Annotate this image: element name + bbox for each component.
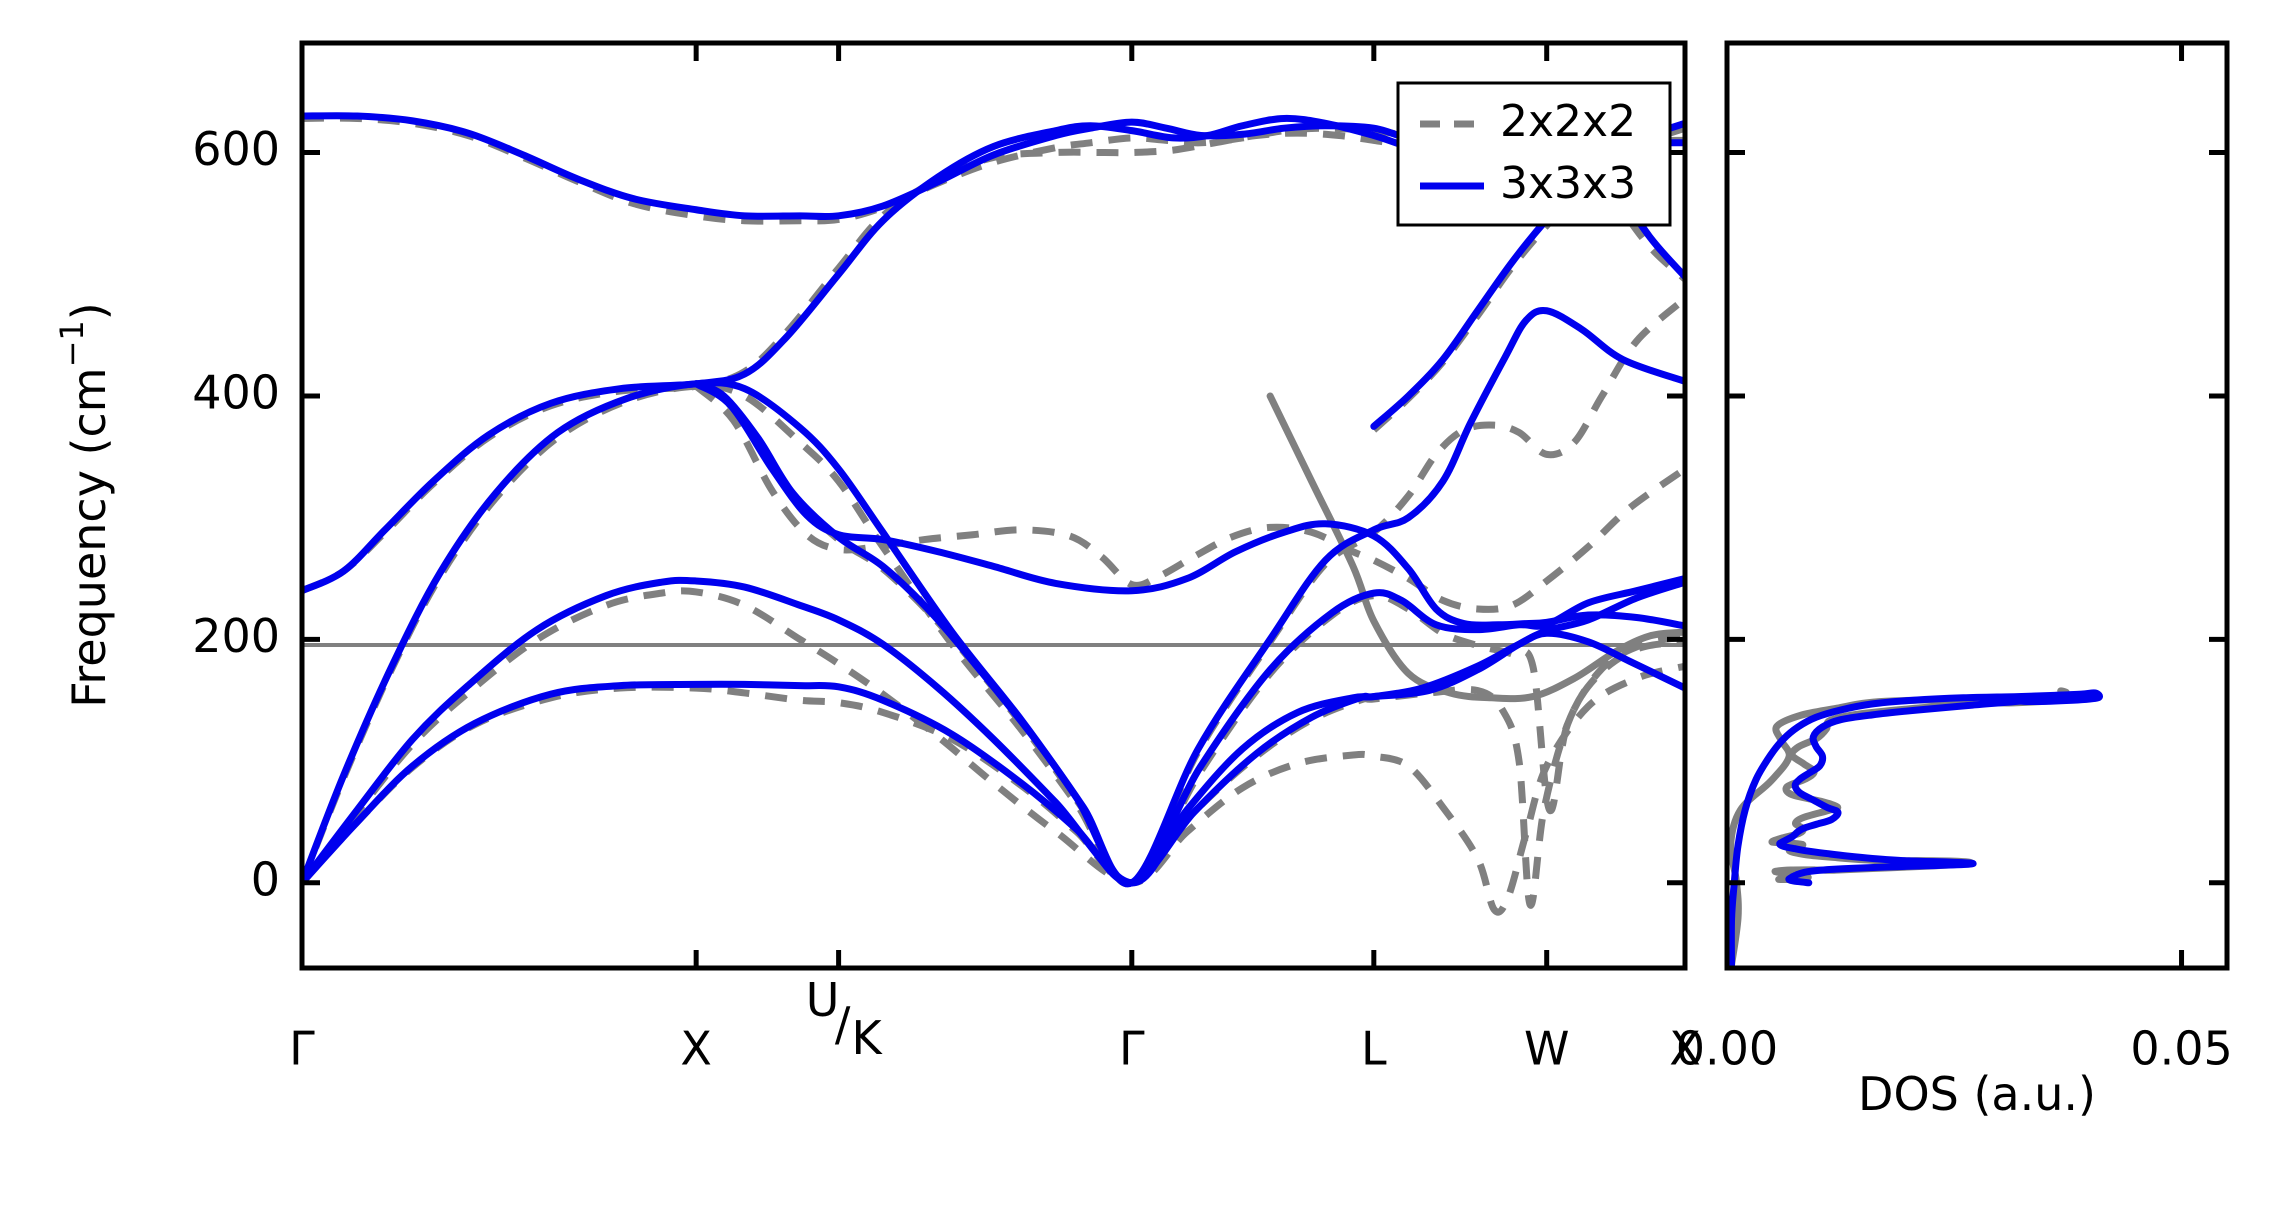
dos-y-ticks (1727, 150, 2227, 886)
dos-axis-title: DOS (a.u.) (1858, 1067, 2096, 1121)
xtick-K: K (852, 1011, 884, 1065)
band-y-tick-labels: 0 200 400 600 (192, 122, 280, 906)
band-branch (693, 383, 1685, 613)
dos-series-3x3x3 (1727, 689, 2103, 968)
dos-x-ticks (1724, 43, 2185, 968)
band-y-tick-label: 400 (192, 365, 280, 419)
band-branch (302, 578, 1685, 887)
dos-x-tick-label: 0.00 (1676, 1021, 1778, 1075)
band-x-ticks (299, 43, 1688, 968)
legend[interactable]: 2x2x2 3x3x3 (1396, 81, 1672, 227)
band-branch (302, 114, 1685, 282)
dos-axes-frame (1724, 40, 2230, 971)
band-x-tick-labels: Γ X U/K Γ L W X (289, 973, 1701, 1075)
dos-x-tick-labels: 0.00 0.05 (1676, 1021, 2233, 1075)
band-x-tick-label: Γ (1119, 1021, 1145, 1075)
dos-panel: 0.00 0.05 DOS (a.u.) (1676, 40, 2233, 1121)
band-x-tick-label: W (1524, 1021, 1569, 1075)
band-y-tick-label: 600 (192, 122, 280, 176)
band-x-tick-label: L (1361, 1021, 1387, 1075)
svg-text:Frequency (cm−1): Frequency (cm−1) (53, 302, 116, 707)
dos-x-tick-label: 0.05 (2130, 1021, 2232, 1075)
band-branch (692, 306, 1685, 888)
y-axis-title: Frequency (cm−1) (53, 302, 116, 707)
legend-label-3x3x3[interactable]: 3x3x3 (1500, 158, 1636, 209)
band-y-ticks (302, 150, 1685, 886)
band-axes-frame (299, 40, 1688, 971)
band-y-tick-label: 200 (192, 609, 280, 663)
legend-label-2x2x2[interactable]: 2x2x2 (1500, 96, 1636, 147)
band-x-tick-label: Γ (289, 1021, 315, 1075)
dos-curves (1727, 687, 2103, 968)
y-axis-title-exponent: −1 (53, 320, 91, 367)
xtick-slash: / (835, 997, 851, 1051)
band-x-tick-label: X (680, 1021, 712, 1075)
y-axis-title-text: Frequency (cm (62, 367, 116, 707)
xtick-U: U (806, 973, 840, 1027)
band-panel: 0 200 400 600 Γ X U/K Γ L W X Frequency (cm−1) (53, 40, 1701, 1075)
band-x-tick-label-uk: U/K (806, 973, 884, 1065)
band-branch (302, 587, 1685, 916)
y-axis-title-paren: ) (62, 302, 116, 320)
band-x-tick-label: X (1669, 1021, 1701, 1075)
legend-box (1396, 81, 1672, 227)
band-y-tick-label: 0 (251, 852, 280, 906)
